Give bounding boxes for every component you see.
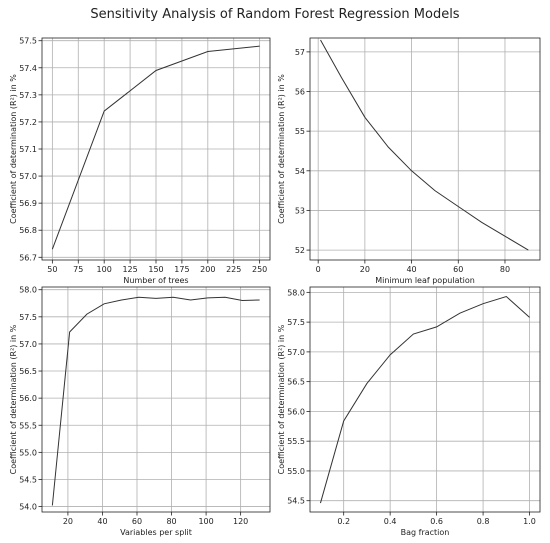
x-tick-label: 120 <box>233 517 248 526</box>
x-tick-label: 100 <box>198 517 213 526</box>
x-tick-label: 50 <box>47 265 57 274</box>
y-tick-label: 57.2 <box>19 118 37 127</box>
x-axis-label: Number of trees <box>123 276 188 285</box>
y-tick-label: 56.5 <box>19 367 37 376</box>
chart-bag-fraction: 0.2 0.4 0.6 0.8 1.0 54.5 55.0 55.5 56.0 56.5 57.0 5… <box>277 286 541 537</box>
y-tick-label: 58.0 <box>19 286 37 295</box>
x-tick-label: 20 <box>360 265 370 274</box>
y-tick-label: 53 <box>295 206 305 215</box>
plot-frame <box>41 286 271 513</box>
x-tick-label: 200 <box>200 265 215 274</box>
series-line <box>51 296 260 506</box>
y-tick-label: 58.0 <box>287 288 305 297</box>
series-line <box>320 39 529 251</box>
y-tick-label: 56.8 <box>19 226 37 235</box>
y-tick-label: 55.0 <box>19 448 37 457</box>
x-tick-label: 0.4 <box>384 517 397 526</box>
chart-variables-per-split: 20 40 60 80 100 120 54.0 54.5 55.0 55.5 56.0 56.5 57… <box>9 286 271 537</box>
y-tick-label: 57.1 <box>19 145 37 154</box>
x-tick-label: 75 <box>73 265 83 274</box>
y-axis-label: Coefficient of determination (R²) in % <box>277 74 286 224</box>
y-tick-label: 54.5 <box>287 497 305 506</box>
x-tick-label: 0.6 <box>430 517 443 526</box>
y-tick-label: 57 <box>295 48 305 57</box>
x-tick-label: 0 <box>316 265 321 274</box>
y-tick-label: 56.5 <box>287 378 305 387</box>
x-tick-label: 250 <box>252 265 267 274</box>
x-axis-label: Bag fraction <box>401 528 450 537</box>
x-tick-label: 0.8 <box>477 517 490 526</box>
x-tick-label: 175 <box>174 265 189 274</box>
plot-frame <box>309 286 541 513</box>
series-line <box>51 45 260 250</box>
y-tick-label: 56.0 <box>287 407 305 416</box>
x-tick-label: 0.2 <box>337 517 350 526</box>
chart-minimum-leaf-population: 0 20 40 60 80 52 53 54 55 56 57 Minimum leaf popula… <box>277 37 541 285</box>
y-axis-label: Coefficient of determination (R²) in % <box>9 74 18 224</box>
y-tick-label: 57.0 <box>19 172 37 181</box>
y-tick-label: 56.0 <box>19 394 37 403</box>
y-axis-label: Coefficient of determination (R²) in % <box>277 324 286 474</box>
x-axis-label: Minimum leaf population <box>375 276 475 285</box>
y-tick-label: 52 <box>295 246 305 255</box>
y-tick-label: 57.0 <box>19 340 37 349</box>
x-tick-label: 40 <box>97 517 107 526</box>
x-tick-label: 60 <box>132 517 142 526</box>
y-tick-label: 55.5 <box>19 421 37 430</box>
y-axis-label: Coefficient of determination (R²) in % <box>9 324 18 474</box>
y-tick-label: 55 <box>295 127 305 136</box>
y-tick-label: 54.0 <box>19 503 37 512</box>
y-tick-label: 54 <box>295 167 305 176</box>
x-tick-label: 40 <box>406 265 416 274</box>
x-tick-label: 125 <box>122 265 137 274</box>
y-tick-label: 57.5 <box>19 37 37 46</box>
x-tick-label: 80 <box>166 517 176 526</box>
y-tick-label: 56.9 <box>19 199 37 208</box>
x-tick-label: 225 <box>226 265 241 274</box>
y-tick-label: 57.3 <box>19 91 37 100</box>
figure-title: Sensitivity Analysis of Random Forest Re… <box>90 7 460 22</box>
x-tick-label: 100 <box>97 265 112 274</box>
x-tick-label: 80 <box>500 265 510 274</box>
y-tick-label: 57.5 <box>19 313 37 322</box>
y-tick-label: 57.4 <box>19 64 37 73</box>
x-axis-label: Variables per split <box>120 528 192 537</box>
x-tick-label: 20 <box>63 517 73 526</box>
x-tick-label: 150 <box>148 265 163 274</box>
y-tick-label: 57.5 <box>287 318 305 327</box>
y-tick-label: 55.0 <box>287 467 305 476</box>
x-tick-label: 1.0 <box>523 517 536 526</box>
y-tick-label: 57.0 <box>287 348 305 357</box>
series-line <box>319 295 530 504</box>
y-tick-label: 55.5 <box>287 437 305 446</box>
y-tick-label: 54.5 <box>19 475 37 484</box>
chart-number-of-trees: 50 75 100 125 150 175 200 225 250 56.7 56.8 56.9 57.… <box>9 37 271 285</box>
y-tick-label: 56.7 <box>19 253 37 262</box>
plot-frame <box>309 37 541 261</box>
y-tick-label: 56 <box>295 88 305 97</box>
x-tick-label: 60 <box>453 265 463 274</box>
